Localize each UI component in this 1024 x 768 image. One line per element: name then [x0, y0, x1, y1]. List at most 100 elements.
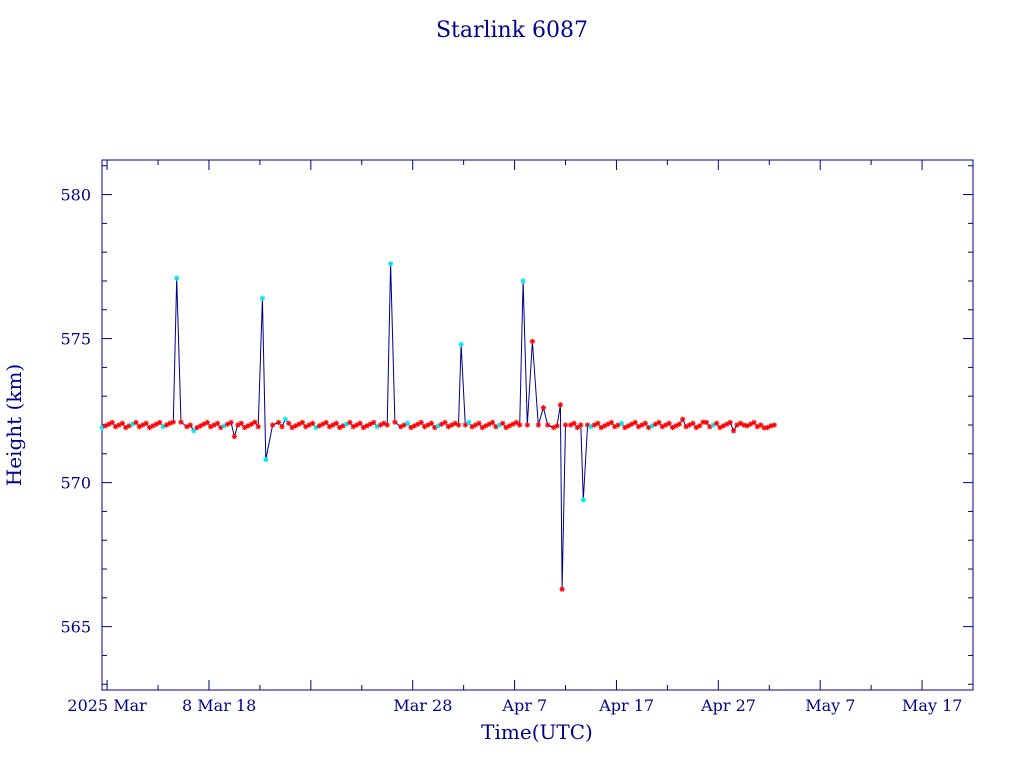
data-point-mark	[513, 420, 519, 425]
data-point	[455, 422, 462, 428]
chart-title: Starlink 6087	[436, 18, 588, 43]
data-point-mark	[270, 422, 275, 428]
data-point	[545, 422, 551, 428]
data-point	[214, 420, 221, 426]
data-point	[286, 420, 292, 426]
data-point-mark	[541, 405, 546, 411]
data-point	[323, 419, 329, 426]
data-point	[652, 421, 659, 427]
data-point-mark	[228, 420, 234, 425]
data-point-mark	[286, 420, 292, 426]
data-point	[578, 422, 584, 428]
data-point-mark	[517, 422, 522, 428]
data-point-mark	[575, 425, 580, 430]
data-point-mark	[347, 420, 353, 425]
data-point	[299, 419, 305, 426]
data-point	[513, 419, 519, 426]
data-point-mark	[405, 420, 410, 426]
data-point-mark	[178, 419, 184, 425]
data-point-mark	[283, 416, 288, 422]
data-point-mark	[559, 586, 565, 592]
x-tick-label: May 17	[902, 696, 962, 715]
data-point	[442, 419, 448, 426]
x-axis-title: Time(UTC)	[481, 720, 593, 744]
data-point-mark	[255, 424, 261, 430]
data-point	[119, 420, 125, 426]
data-point-mark	[392, 419, 398, 425]
data-point	[263, 456, 269, 463]
plot-area	[99, 261, 777, 592]
data-point	[275, 419, 282, 426]
data-point	[270, 422, 276, 428]
data-point	[554, 423, 560, 429]
data-point	[279, 424, 285, 430]
data-point-mark	[276, 420, 281, 425]
data-point-mark	[578, 422, 584, 428]
data-point-mark	[619, 420, 624, 426]
data-point-mark	[260, 295, 265, 301]
y-tick-label: 570	[60, 474, 91, 493]
data-point-mark	[371, 420, 376, 425]
data-point	[309, 420, 316, 426]
data-point-mark	[536, 422, 541, 428]
y-axis: 565 570 575 580	[60, 165, 973, 685]
data-point-mark	[563, 422, 568, 428]
data-point-mark	[697, 423, 702, 429]
data-point-mark	[381, 420, 387, 426]
data-point-mark	[500, 420, 505, 426]
data-point	[595, 420, 601, 426]
data-point	[157, 419, 163, 426]
data-point-mark	[571, 420, 577, 426]
data-point	[371, 419, 377, 426]
data-point	[231, 433, 238, 440]
data-point	[333, 420, 339, 426]
data-point	[384, 422, 390, 428]
data-point-mark	[252, 419, 258, 425]
data-point-mark	[466, 420, 472, 425]
data-point-mark	[585, 422, 590, 428]
data-point	[517, 422, 523, 428]
data-point	[133, 419, 139, 426]
data-point	[562, 422, 569, 428]
data-point	[731, 428, 737, 434]
data-point	[187, 422, 193, 428]
data-point	[109, 419, 115, 426]
y-axis-title: Height (km)	[2, 364, 26, 486]
data-point	[524, 422, 530, 428]
data-point-mark	[643, 420, 648, 426]
data-point-mark	[133, 420, 139, 425]
data-point-mark	[751, 420, 757, 425]
data-point	[559, 586, 565, 592]
data-point-mark	[174, 275, 180, 281]
data-point-mark	[520, 278, 526, 284]
x-tick-label: Apr 27	[700, 696, 756, 715]
data-point	[255, 424, 261, 430]
data-point-mark	[143, 420, 149, 426]
data-point	[489, 419, 496, 426]
data-point-mark	[384, 422, 390, 428]
data-point	[347, 419, 353, 426]
data-point-mark	[554, 423, 560, 429]
data-point	[143, 420, 149, 426]
data-point	[405, 420, 411, 426]
data-point	[697, 423, 703, 429]
data-point-mark	[545, 422, 550, 428]
data-point-mark	[456, 422, 461, 428]
data-point-mark	[558, 402, 563, 408]
data-point-mark	[187, 422, 193, 428]
data-point	[535, 422, 541, 428]
data-point-mark	[442, 420, 448, 425]
data-point	[727, 419, 733, 426]
data-point-mark	[609, 420, 614, 425]
data-point-mark	[714, 420, 719, 426]
data-point-mark	[263, 457, 269, 462]
data-point-mark	[490, 420, 495, 425]
data-point	[642, 420, 648, 426]
data-point	[282, 416, 288, 422]
data-point-mark	[463, 422, 468, 428]
data-point-mark	[581, 497, 586, 503]
data-point	[656, 419, 662, 426]
data-point-mark	[388, 261, 393, 266]
data-point	[408, 424, 414, 431]
data-point	[744, 423, 750, 429]
